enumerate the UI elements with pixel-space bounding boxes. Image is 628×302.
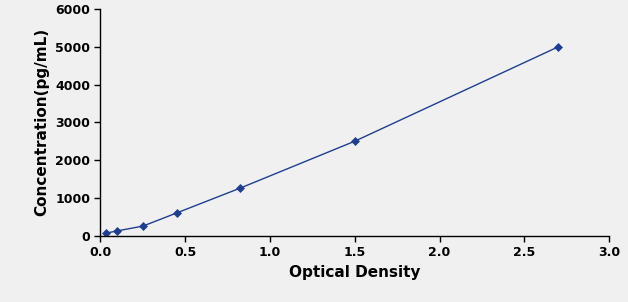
Y-axis label: Concentration(pg/mL): Concentration(pg/mL) (35, 28, 50, 216)
X-axis label: Optical Density: Optical Density (289, 265, 421, 280)
